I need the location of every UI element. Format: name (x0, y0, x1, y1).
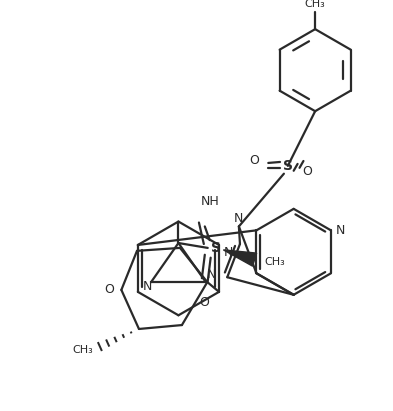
Text: O: O (105, 284, 115, 296)
Polygon shape (223, 250, 257, 266)
Text: S: S (283, 159, 293, 173)
Text: CH₃: CH₃ (264, 256, 285, 267)
Text: S: S (211, 241, 220, 255)
Text: CH₃: CH₃ (72, 346, 93, 356)
Text: O: O (302, 165, 312, 178)
Text: N: N (224, 246, 233, 259)
Text: O: O (199, 296, 209, 309)
Text: N: N (143, 280, 152, 293)
Text: N: N (207, 268, 216, 281)
Text: N: N (336, 224, 345, 237)
Text: CH₃: CH₃ (305, 0, 325, 9)
Text: NH: NH (201, 194, 220, 208)
Text: O: O (250, 155, 259, 168)
Text: N: N (234, 212, 244, 225)
